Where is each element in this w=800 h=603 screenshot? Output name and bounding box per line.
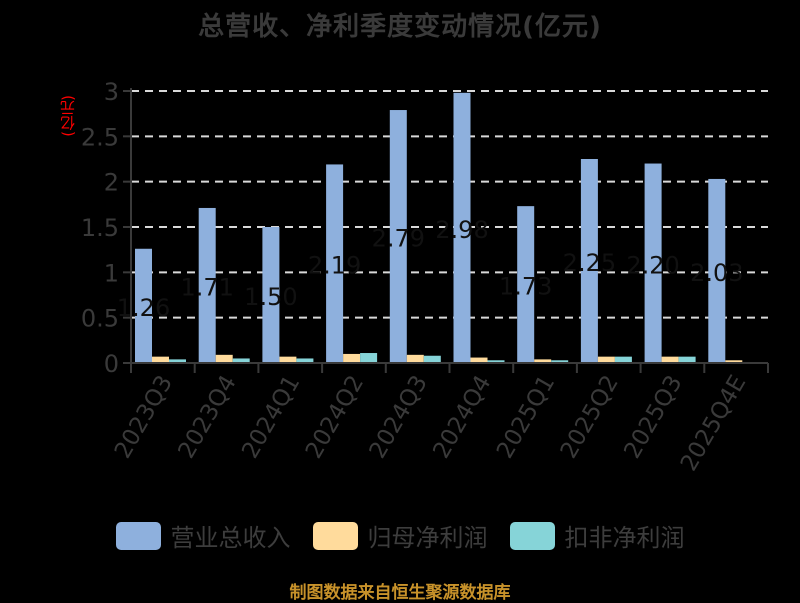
- bar-revenue: [517, 206, 535, 363]
- x-tick-label: 2025Q2: [556, 371, 624, 463]
- legend-label: 营业总收入: [170, 524, 291, 552]
- data-label: 2.19: [308, 252, 361, 280]
- legend-label: 归母净利润: [367, 524, 488, 552]
- y-tick-label: 2: [104, 169, 119, 197]
- bar-revenue: [389, 110, 407, 363]
- y-tick-label: 3: [104, 78, 119, 106]
- bar-revenue: [262, 227, 280, 363]
- legend-swatch-net-profit: [312, 521, 358, 550]
- data-label: 1.71: [180, 273, 233, 301]
- bar-revenue: [198, 207, 216, 363]
- y-tick-label: 1.5: [81, 214, 119, 242]
- bar-net-profit: [725, 360, 743, 363]
- legend-label: 扣非净利润: [564, 524, 685, 552]
- y-tick-label: 1: [104, 259, 119, 287]
- data-label: 2.03: [690, 259, 743, 287]
- bar-net-profit: [215, 354, 233, 363]
- legend-swatch-deducted-profit: [509, 521, 555, 550]
- y-tick-label: 0: [104, 350, 119, 378]
- x-tick-label: 2024Q1: [237, 371, 305, 463]
- bar-deducted-profit: [296, 358, 314, 363]
- bar-net-profit: [597, 356, 615, 363]
- x-tick-label: 2025Q3: [619, 371, 687, 463]
- data-label: 2.98: [435, 216, 488, 244]
- data-label: 1.50: [244, 283, 297, 311]
- x-tick-label: 2024Q2: [301, 371, 369, 463]
- bar-net-profit: [661, 356, 679, 363]
- x-tick-label: 2025Q4E: [676, 371, 751, 476]
- legend-swatch-revenue: [115, 521, 161, 550]
- bar-revenue: [580, 159, 598, 363]
- bar-net-profit: [152, 356, 169, 363]
- data-label: 2.25: [563, 249, 616, 277]
- bar-revenue: [708, 178, 726, 363]
- data-label: 1.26: [117, 294, 170, 322]
- bar-net-profit: [279, 356, 297, 363]
- bar-deducted-profit: [232, 358, 250, 363]
- bar-deducted-profit: [169, 359, 186, 363]
- bar-revenue: [644, 163, 662, 363]
- legend-item-revenue[interactable]: 营业总收入: [115, 518, 291, 553]
- bar-net-profit: [470, 357, 488, 363]
- bar-deducted-profit: [551, 360, 569, 363]
- legend: 营业总收入 归母净利润 扣非净利润: [0, 518, 800, 553]
- bar-revenue: [135, 248, 152, 363]
- bar-deducted-profit: [614, 356, 632, 363]
- x-tick-label: 2024Q3: [365, 371, 433, 463]
- x-tick-label: 2023Q4: [174, 371, 242, 463]
- bar-net-profit: [406, 354, 424, 363]
- bar-revenue: [326, 164, 344, 363]
- legend-item-deducted-profit[interactable]: 扣非净利润: [509, 518, 685, 553]
- data-label: 2.20: [626, 251, 679, 279]
- bar-deducted-profit: [360, 353, 378, 363]
- bar-net-profit: [343, 353, 361, 363]
- source-note: 制图数据来自恒生聚源数据库: [289, 583, 511, 603]
- data-label: 1.73: [499, 273, 552, 301]
- bar-net-profit: [534, 359, 552, 363]
- y-tick-label: 0.5: [81, 305, 119, 333]
- bar-deducted-profit: [423, 355, 441, 363]
- x-tick-label: 2025Q1: [492, 371, 560, 463]
- legend-item-net-profit[interactable]: 归母净利润: [312, 518, 488, 553]
- chart-title: 总营收、净利季度变动情况(亿元): [198, 12, 602, 42]
- y-tick-label: 2.5: [81, 123, 119, 151]
- bar-deducted-profit: [678, 356, 696, 363]
- x-tick-label: 2024Q4: [428, 371, 496, 463]
- x-tick-label: 2023Q3: [110, 371, 178, 463]
- bar-deducted-profit: [487, 360, 505, 363]
- data-label: 2.79: [372, 225, 425, 253]
- bar-revenue: [453, 92, 471, 364]
